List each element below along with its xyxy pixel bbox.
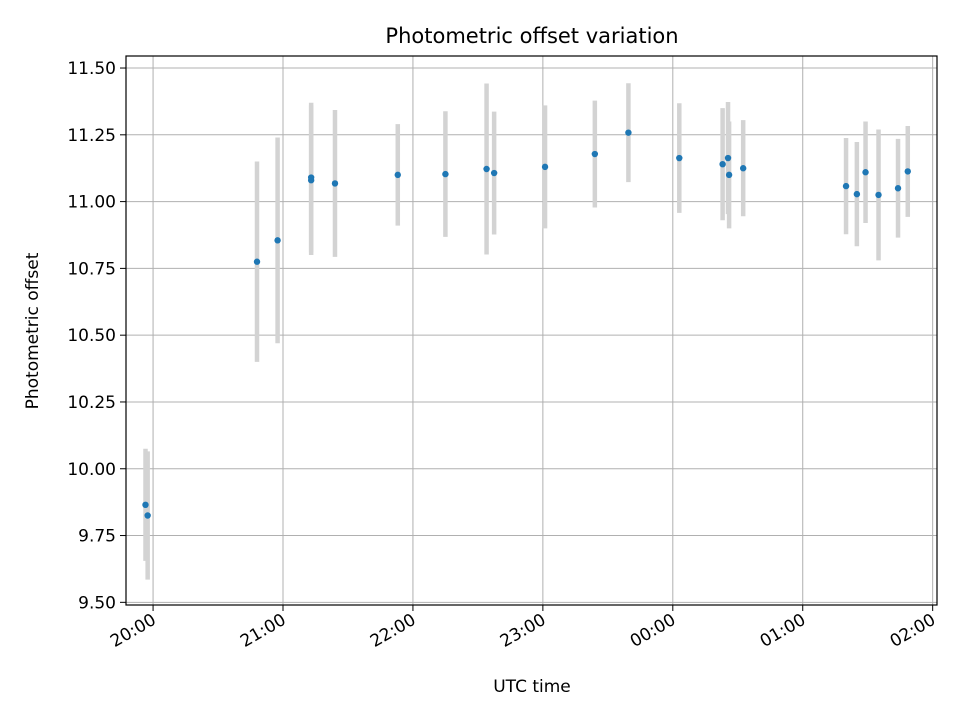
data-point bbox=[144, 512, 151, 519]
x-tick-label: 20:00 bbox=[107, 610, 159, 652]
x-tick-label: 01:00 bbox=[757, 610, 809, 652]
x-tick-label: 00:00 bbox=[627, 610, 679, 652]
data-point bbox=[483, 165, 490, 173]
data-point bbox=[862, 169, 869, 176]
data-point bbox=[724, 154, 732, 162]
x-axis-label: UTC time bbox=[493, 677, 571, 697]
data-point bbox=[625, 129, 632, 136]
data-point bbox=[842, 182, 850, 190]
data-point bbox=[253, 258, 261, 265]
data-point bbox=[894, 185, 902, 192]
data-point bbox=[442, 170, 449, 178]
data-point bbox=[853, 190, 861, 198]
data-point bbox=[331, 180, 339, 187]
data-point bbox=[875, 191, 882, 199]
data-point bbox=[307, 174, 315, 181]
y-axis-label: Photometric offset bbox=[23, 252, 43, 409]
x-tick-label: 21:00 bbox=[237, 610, 289, 652]
plot-frame bbox=[125, 55, 938, 606]
data-points bbox=[142, 129, 911, 519]
data-point bbox=[719, 160, 726, 168]
grid bbox=[126, 56, 937, 605]
y-tick-label: 10.75 bbox=[67, 259, 116, 279]
x-tick-label: 23:00 bbox=[497, 610, 549, 652]
y-tick-label: 11.25 bbox=[67, 126, 116, 146]
data-point bbox=[739, 165, 747, 172]
x-axis-ticks: 20:00 21:00 22:00 23:00 00:00 01:00 02:00 bbox=[107, 605, 939, 652]
chart-title: Photometric offset variation bbox=[385, 24, 678, 48]
y-tick-label: 10.25 bbox=[67, 393, 116, 413]
y-axis-ticks: 9.50 9.75 10.00 10.25 10.50 10.75 11.00 11.25 11… bbox=[67, 59, 126, 613]
y-tick-label: 9.75 bbox=[78, 527, 116, 547]
data-point bbox=[591, 150, 599, 158]
data-point bbox=[490, 169, 498, 177]
data-point bbox=[904, 168, 911, 175]
data-point bbox=[541, 163, 549, 171]
data-point bbox=[676, 154, 683, 162]
data-point bbox=[274, 237, 281, 244]
x-tick-label: 22:00 bbox=[367, 610, 419, 652]
data-point bbox=[725, 171, 733, 179]
error-bars bbox=[143, 83, 911, 580]
data-point bbox=[394, 171, 401, 179]
y-tick-label: 11.50 bbox=[67, 59, 116, 79]
y-tick-label: 9.50 bbox=[78, 593, 116, 613]
x-tick-label: 02:00 bbox=[887, 610, 939, 652]
data-point bbox=[142, 501, 149, 509]
y-tick-label: 10.50 bbox=[67, 326, 116, 346]
y-tick-label: 10.00 bbox=[67, 460, 116, 480]
y-tick-label: 11.00 bbox=[67, 193, 116, 213]
